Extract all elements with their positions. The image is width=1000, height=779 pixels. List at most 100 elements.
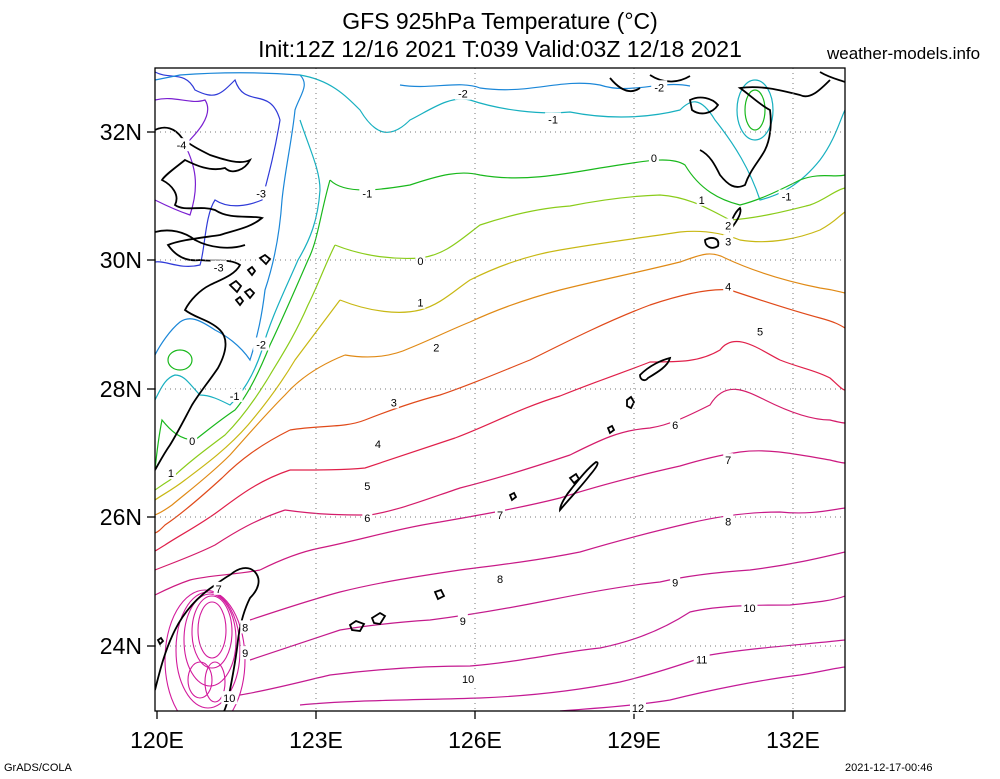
- contour-label: 3: [725, 237, 731, 249]
- contour-label-bg: [670, 575, 681, 589]
- contour-label: -1: [362, 188, 372, 200]
- contour-label-bg: [457, 613, 468, 627]
- isotherm-7: [259, 450, 845, 571]
- closed-contour-east: [744, 89, 766, 131]
- isotherm-minus-3: [155, 71, 281, 267]
- contour-label-bg: [693, 652, 710, 666]
- coastlines: [155, 71, 845, 711]
- x-tick-label: 120E: [130, 727, 184, 753]
- contour-label: 1: [417, 298, 423, 310]
- contour-label: 12: [632, 703, 644, 715]
- miyako-island: [433, 588, 446, 601]
- contour-label-bg: [723, 279, 734, 293]
- isotherm-5-west: [155, 469, 291, 552]
- jeju-island: [688, 96, 720, 115]
- contour-label: 9: [242, 648, 248, 660]
- contour-label: 7: [497, 510, 503, 522]
- map-title: GFS 925hPa Temperature (°C): [342, 8, 658, 34]
- contour-label: 1: [168, 468, 174, 480]
- tokunoshima: [626, 395, 636, 410]
- contour-label: 10: [223, 693, 235, 705]
- map-subtitle: Init:12Z 12/16 2021 T:039 Valid:03Z 12/1…: [258, 36, 742, 62]
- zhoushan-islands: [228, 253, 272, 307]
- y-tick-label: 26N: [100, 504, 142, 530]
- contour-label: 4: [375, 439, 381, 451]
- contour-labels: -2-2-1-1 -1-4-3-3-2-100011122334455667778…: [165, 80, 795, 715]
- contour-label: 0: [189, 436, 195, 448]
- contour-label: 9: [460, 616, 466, 628]
- isotherm-3: [344, 253, 845, 358]
- contour-label: -4: [177, 140, 187, 152]
- hangzhou-bay: [155, 229, 246, 249]
- osumi-islands: [704, 206, 742, 249]
- contour-label-bg: [454, 86, 471, 100]
- contour-lines: [155, 71, 845, 711]
- grid-lines: [155, 68, 845, 711]
- contour-label-bg: [741, 601, 758, 615]
- contour-label: 2: [433, 343, 439, 355]
- contour-label: 5: [757, 327, 763, 339]
- contour-label-bg: [755, 324, 766, 338]
- contour-label: -2: [458, 89, 468, 101]
- contour-label-bg: [696, 192, 707, 206]
- y-tick-label: 24N: [100, 633, 142, 659]
- contour-label: 6: [364, 513, 370, 525]
- contour-label: 8: [497, 574, 503, 586]
- isotherm-5: [289, 340, 845, 471]
- contour-label: -3: [214, 262, 224, 274]
- contour-label-bg: [415, 295, 426, 309]
- contour-label-bg: [723, 234, 734, 248]
- contour-label-bg: [253, 337, 270, 351]
- contour-label-bg: [630, 700, 646, 714]
- isotherm-minus-2: [155, 72, 305, 362]
- contour-label: 1: [699, 195, 705, 207]
- y-tick-label: 28N: [100, 376, 142, 402]
- contour-label-bg: [431, 340, 442, 354]
- isotherm-minus-4: [155, 97, 209, 216]
- contour-label-bg: [372, 437, 383, 451]
- korea-south-coast: [609, 71, 845, 92]
- penghu: [156, 636, 165, 646]
- contour-label: 6: [672, 420, 678, 432]
- contour-label-bg: [362, 478, 373, 492]
- contour-label: -1: [782, 192, 792, 204]
- isotherm-minus-2-east: [399, 82, 691, 91]
- contour-label-bg: [388, 395, 399, 409]
- contour-label: -3: [256, 188, 266, 200]
- isotherm-8: [249, 507, 845, 621]
- isotherm-2: [339, 211, 845, 313]
- contour-label-bg: [362, 511, 373, 525]
- contour-label-bg: [221, 691, 238, 705]
- isotherm-1-west: [155, 244, 336, 491]
- x-tick-label: 123E: [289, 727, 343, 753]
- isotherm-0-west: [155, 179, 331, 471]
- contour-label: -1: [230, 391, 240, 403]
- isotherm-10: [239, 595, 845, 696]
- contour-label-bg: [240, 646, 251, 660]
- contour-label: 0: [417, 256, 423, 268]
- axis-labels: 120E 123E 126E 129E 132E 32N 30N 28N 26N…: [100, 119, 820, 753]
- x-tick-label: 129E: [607, 727, 661, 753]
- contour-label-bg: [723, 218, 734, 232]
- china-coast: [155, 126, 264, 471]
- contour-label: 3: [391, 397, 397, 409]
- contour-label-bg: [240, 620, 251, 634]
- contour-label-bg: [651, 80, 668, 94]
- taiwan-warm-contours: [164, 589, 246, 711]
- contour-label: 11: [696, 655, 707, 667]
- contour-label: 10: [743, 603, 755, 615]
- contour-label-bg: [460, 671, 477, 685]
- isotherm-minus-1: [299, 74, 845, 201]
- footer-software: GrADS/COLA: [4, 762, 72, 774]
- contour-label: -1: [548, 114, 558, 126]
- axis-ticks: [147, 131, 794, 719]
- contour-label-bg: [648, 151, 659, 165]
- contour-label-bg: [545, 112, 562, 126]
- contour-label: 4: [725, 282, 731, 294]
- contour-label: -2: [654, 82, 664, 94]
- isotherm-1: [334, 187, 845, 259]
- isotherm-minus-1-west: [155, 119, 321, 406]
- contour-label: 7: [216, 584, 222, 596]
- isotherm-9: [249, 551, 845, 661]
- contour-label: -2: [256, 339, 266, 351]
